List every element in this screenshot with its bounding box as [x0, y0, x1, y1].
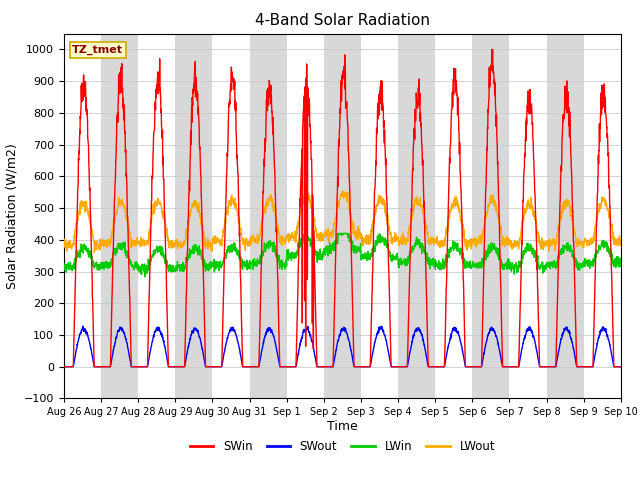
Bar: [547, 34, 584, 398]
Bar: [472, 34, 509, 398]
Bar: [398, 34, 435, 398]
Bar: [101, 34, 138, 398]
Text: TZ_tmet: TZ_tmet: [72, 45, 124, 55]
Bar: [324, 34, 361, 398]
X-axis label: Time: Time: [327, 420, 358, 433]
Bar: [175, 34, 212, 398]
Y-axis label: Solar Radiation (W/m2): Solar Radiation (W/m2): [5, 143, 19, 289]
Bar: [250, 34, 287, 398]
Title: 4-Band Solar Radiation: 4-Band Solar Radiation: [255, 13, 430, 28]
Legend: SWin, SWout, LWin, LWout: SWin, SWout, LWin, LWout: [185, 436, 500, 458]
